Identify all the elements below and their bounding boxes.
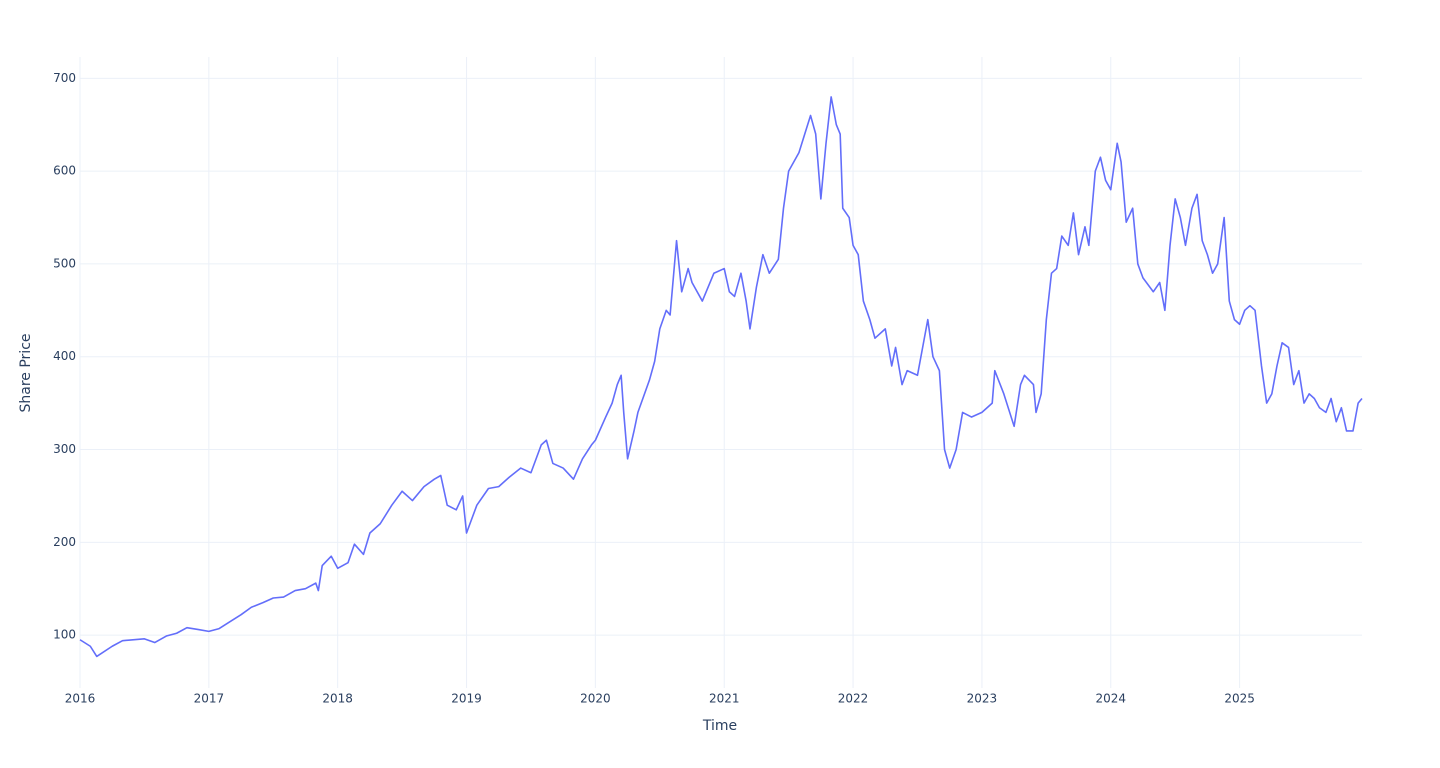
y-axis-title: Share Price [18, 333, 34, 412]
x-tick-label: 2022 [838, 692, 869, 706]
x-tick-label: 2020 [580, 692, 611, 706]
x-tick-label: 2021 [709, 692, 740, 706]
y-tick-label: 500 [53, 256, 76, 270]
x-tick-label: 2023 [967, 692, 998, 706]
y-tick-label: 300 [53, 442, 76, 456]
y-tick-label: 200 [53, 535, 76, 549]
x-tick-label: 2024 [1095, 692, 1126, 706]
x-tick-label: 2019 [451, 692, 482, 706]
grid [79, 57, 1362, 688]
price-line [79, 96, 1363, 658]
x-tick-label: 2017 [194, 692, 225, 706]
y-tick-label: 700 [53, 71, 76, 85]
x-tick-label: 2018 [322, 692, 353, 706]
y-tick-label: 400 [53, 349, 76, 363]
y-tick-label: 600 [53, 164, 76, 178]
y-tick-label: 100 [53, 628, 76, 642]
x-axis-title: Time [702, 718, 737, 734]
x-tick-label: 2016 [65, 692, 96, 706]
x-tick-label: 2025 [1224, 692, 1255, 706]
